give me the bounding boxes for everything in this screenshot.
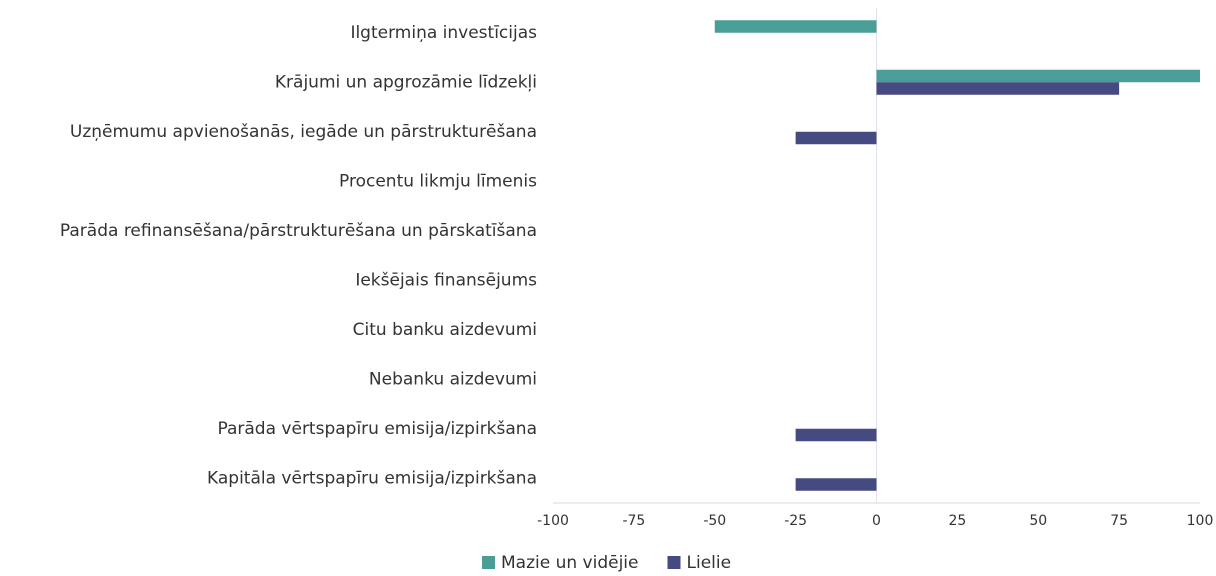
y-tick-label: Citu banku aizdevumi — [353, 320, 537, 340]
bar — [795, 428, 877, 442]
y-tick-label: Parāda refinansēšana/pārstrukturēšana un… — [60, 221, 537, 241]
y-tick-label: Ilgtermiņa investīcijas — [350, 23, 537, 43]
y-tick-label: Procentu likmju līmenis — [339, 171, 537, 191]
x-tick-label: 0 — [872, 513, 881, 529]
x-tick-label: -75 — [622, 513, 645, 529]
legend-label: Lielie — [687, 553, 732, 572]
bar — [795, 478, 877, 491]
bar — [714, 20, 877, 33]
x-tick-label: 25 — [948, 513, 966, 529]
x-tick-label: 100 — [1187, 513, 1214, 529]
x-tick-label: 50 — [1029, 513, 1047, 529]
legend-swatch — [482, 556, 495, 569]
x-tick-label: -50 — [703, 513, 726, 529]
y-tick-label: Nebanku aizdevumi — [369, 369, 537, 389]
y-tick-label: Krājumi un apgrozāmie līdzekļi — [275, 72, 537, 92]
legend-label: Mazie un vidējie — [501, 553, 639, 572]
y-tick-label: Kapitāla vērtspapīru emisija/izpirkšana — [207, 468, 537, 488]
x-tick-label: -100 — [537, 513, 569, 529]
bar — [876, 82, 1120, 95]
x-tick-label: -25 — [784, 513, 807, 529]
bar — [876, 69, 1200, 83]
bar — [795, 131, 877, 145]
y-tick-label: Iekšējais finansējums — [355, 270, 537, 290]
x-tick-label: 75 — [1110, 513, 1128, 529]
legend-swatch — [667, 556, 681, 569]
y-tick-label: Parāda vērtspapīru emisija/izpirkšana — [218, 419, 538, 439]
y-tick-label: Uzņēmumu apvienošanās, iegāde un pārstru… — [70, 122, 537, 142]
